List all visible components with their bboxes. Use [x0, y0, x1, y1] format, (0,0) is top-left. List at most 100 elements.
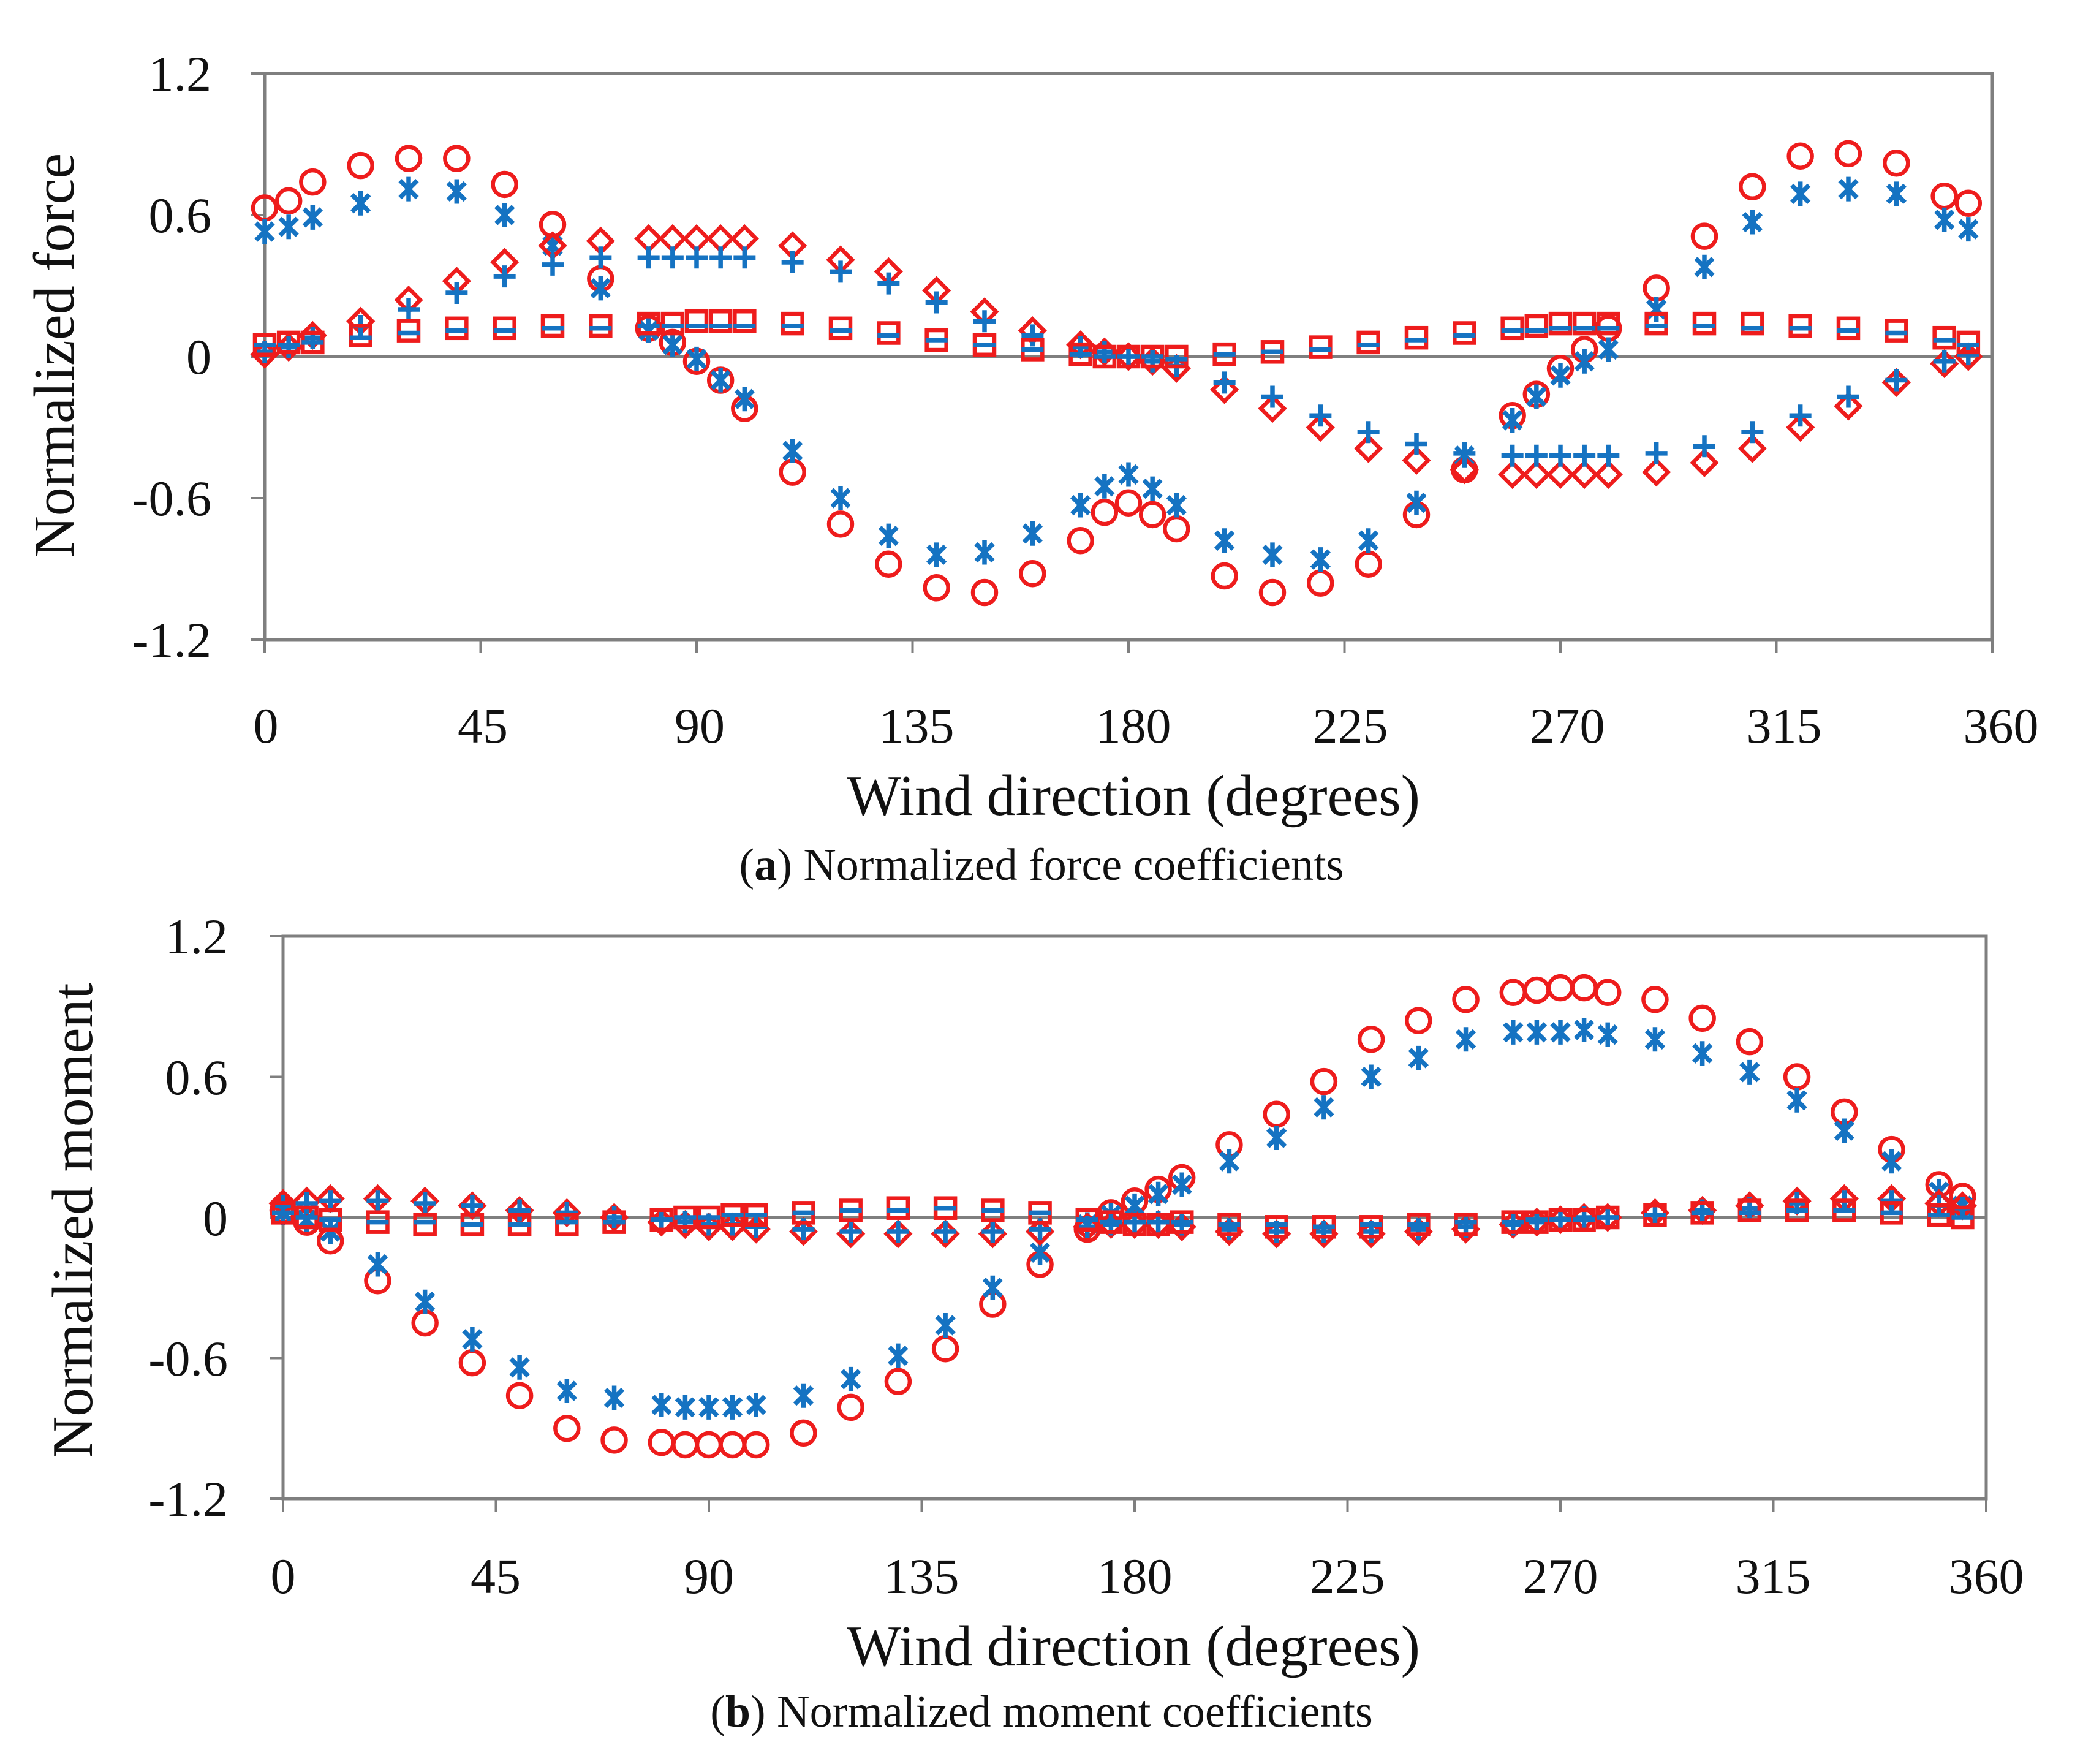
x-tick-label: 90	[675, 698, 725, 754]
data-point-plus	[295, 1192, 318, 1215]
data-point-asterisk	[974, 540, 995, 565]
data-point-asterisk	[878, 523, 899, 548]
data-point-asterisk	[888, 1343, 909, 1368]
data-point-square	[660, 311, 685, 336]
data-point-plus	[781, 251, 804, 273]
data-point-asterisk	[1219, 1149, 1240, 1174]
data-point-square	[349, 324, 372, 347]
y-tick-label: -0.6	[148, 1331, 228, 1387]
y-tick-labels: 1.2 0.6 0 -0.6 -1.2	[148, 909, 228, 1527]
data-point-plus	[1885, 369, 1908, 392]
data-point-circle	[837, 1393, 864, 1421]
data-point-asterisk	[1786, 1088, 1807, 1113]
data-point-plus	[709, 246, 732, 269]
data-point-asterisk	[1526, 1020, 1548, 1045]
data-point-asterisk	[698, 1395, 719, 1420]
data-point-plus	[887, 1220, 909, 1243]
data-point-asterisk	[603, 1385, 625, 1410]
data-point-plus	[589, 246, 612, 269]
data-point-circle	[1499, 979, 1527, 1007]
data-point-plus	[1312, 1220, 1335, 1243]
y-tick-label: -0.6	[132, 471, 211, 526]
x-axis-label: Wind direction (degrees)	[847, 1614, 1420, 1678]
data-point-circle	[1783, 1063, 1811, 1091]
data-point-circle	[884, 1368, 912, 1395]
data-point-asterisk	[982, 1275, 1003, 1300]
data-point-asterisk	[1934, 207, 1955, 232]
x-tick-label: 315	[1736, 1548, 1811, 1604]
y-tick-label: -1.2	[132, 612, 211, 668]
data-point-diamond	[1210, 375, 1239, 404]
data-point-circle	[505, 1382, 534, 1409]
data-point-plus	[733, 246, 756, 269]
data-point-plus	[1933, 350, 1956, 373]
data-point-circle	[1307, 569, 1334, 597]
panel-letter: b	[725, 1687, 750, 1737]
data-point-asterisk	[782, 439, 803, 463]
data-point-circle	[826, 510, 855, 538]
series-dash	[272, 1205, 1974, 1230]
data-point-plus	[1407, 1218, 1430, 1241]
x-tick-label: 0	[254, 698, 279, 754]
data-point-circle	[553, 1415, 581, 1442]
data-point-circle	[299, 168, 327, 196]
data-point-diamond	[505, 1195, 534, 1225]
data-point-square	[396, 319, 421, 343]
data-point-asterisk	[278, 214, 299, 240]
data-point-asterisk	[1838, 176, 1859, 202]
x-tick-label: 360	[1964, 698, 2039, 754]
data-point-circle	[1258, 578, 1287, 607]
data-point-asterisk	[1597, 1022, 1618, 1047]
data-point-square	[886, 1196, 910, 1220]
x-tick-label: 90	[684, 1548, 734, 1604]
data-point-circle	[1930, 182, 1958, 210]
y-tick-label: -1.2	[148, 1471, 228, 1527]
panel-force: 1.2 0.6 0 -0.6 -1.2 0 45 90 135 180 225 …	[23, 46, 2039, 890]
data-marks	[250, 140, 1983, 607]
data-point-diamond	[1498, 460, 1527, 490]
data-point-plus	[445, 282, 468, 305]
data-point-square	[1404, 325, 1429, 350]
data-point-asterisk	[1214, 528, 1235, 553]
data-point-square	[1788, 314, 1812, 338]
data-point-square	[1741, 311, 1764, 336]
x-tick-labels: 0 45 90 135 180 225 270 315 360	[254, 698, 2039, 754]
data-point-circle	[1834, 140, 1862, 168]
data-point-diamond	[1593, 460, 1623, 490]
panel-letter: a	[754, 840, 777, 890]
data-point-square	[1265, 1215, 1288, 1239]
data-point-circle	[779, 458, 806, 486]
data-point-square	[1453, 321, 1476, 345]
data-point-circle	[274, 187, 303, 215]
data-point-asterisk	[1262, 542, 1283, 567]
data-point-square	[1548, 311, 1573, 336]
x-tick-label: 45	[458, 698, 508, 754]
data-point-diamond	[1546, 460, 1575, 490]
data-point-circle	[1019, 559, 1046, 588]
data-point-square	[1165, 344, 1189, 369]
data-point-diamond	[1690, 448, 1719, 477]
data-point-plus	[301, 327, 324, 349]
data-point-plus	[1357, 421, 1380, 444]
data-point-square	[637, 311, 660, 336]
caption-text: Normalized moment coefficients	[777, 1687, 1373, 1737]
data-point-plus	[1573, 444, 1596, 467]
data-marks	[268, 974, 1977, 1459]
data-point-diamond	[1402, 445, 1431, 475]
data-point-square	[1524, 314, 1549, 338]
data-point-circle	[1546, 974, 1575, 1002]
data-point-plus	[1597, 444, 1620, 467]
x-tick-label: 270	[1523, 1548, 1598, 1604]
data-point-asterisk	[651, 1393, 672, 1417]
data-point-circle	[671, 1431, 699, 1459]
data-point-asterisk	[494, 203, 515, 227]
data-point-asterisk	[1361, 1064, 1382, 1089]
series-x-cross	[254, 176, 1979, 572]
data-point-circle	[923, 574, 950, 602]
data-point-square	[1454, 1213, 1478, 1236]
data-point-asterisk	[1022, 521, 1043, 546]
data-point-asterisk	[1406, 490, 1427, 515]
data-point-circle	[970, 578, 999, 607]
data-point-asterisk	[1502, 407, 1523, 433]
